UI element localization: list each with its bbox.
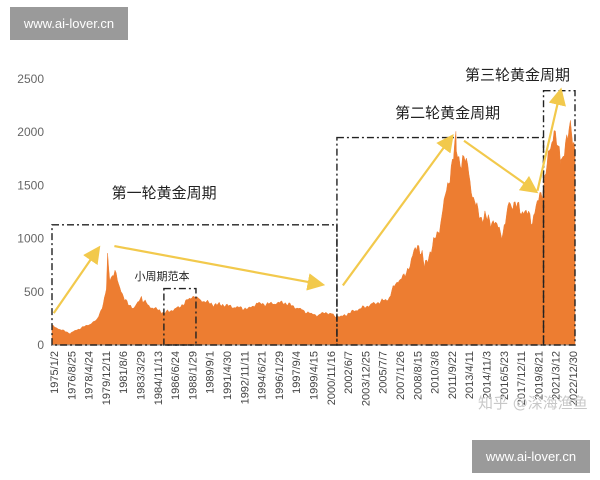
- x-tick-label: 2021/3/12: [551, 351, 563, 400]
- arrow-rise-3: [536, 87, 566, 191]
- y-tick-label: 2500: [17, 72, 44, 86]
- x-tick-label: 1986/6/24: [170, 351, 182, 400]
- x-tick-label: 1984/11/13: [153, 351, 165, 405]
- x-tick-label: 1981/8/6: [118, 351, 130, 394]
- x-tick-label: 1983/3/29: [136, 351, 148, 400]
- cycle-2-label: 第二轮黄金周期: [395, 104, 500, 122]
- x-tick-label: 2010/3/8: [430, 351, 442, 394]
- watermark-top: www.ai-lover.cn: [10, 7, 128, 40]
- x-tick-label: 2011/9/22: [447, 351, 459, 399]
- arrow-rise-1: [52, 245, 101, 314]
- x-tick-label: 1976/8/25: [66, 351, 78, 400]
- gold-price-area: [51, 120, 576, 346]
- x-tick-label: 2016/5/23: [499, 351, 511, 400]
- y-axis: 0 500 1000 1500 2000 2500: [17, 72, 44, 352]
- x-tick-label: 1978/4/24: [84, 351, 96, 400]
- x-tick-label: 2014/11/3: [482, 351, 494, 399]
- small-cycle-label: 小周期范本: [135, 269, 190, 283]
- x-tick-label: 1999/4/15: [309, 351, 321, 400]
- cycle-3-label: 第三轮黄金周期: [465, 66, 570, 84]
- x-tick-label: 2019/8/21: [533, 351, 545, 400]
- x-tick-label: 1979/12/11: [101, 351, 113, 405]
- x-tick-label: 2003/12/25: [360, 351, 372, 406]
- y-tick-label: 1500: [17, 178, 44, 192]
- x-tick-label: 1975/1/2: [49, 351, 61, 394]
- arrow-fall-1: [114, 244, 326, 291]
- x-tick-label: 2013/4/11: [464, 351, 476, 399]
- x-tick-label: 2005/7/7: [378, 351, 390, 394]
- x-tick-label: 1994/6/21: [257, 351, 269, 400]
- x-tick-label: 1997/9/4: [291, 351, 303, 394]
- x-tick-label: 2008/8/15: [412, 351, 424, 400]
- area-layer: [51, 120, 576, 346]
- y-tick-label: 500: [24, 285, 44, 299]
- y-tick-label: 0: [37, 338, 44, 352]
- cycle-1-label: 第一轮黄金周期: [112, 184, 217, 202]
- x-tick-label: 2017/12/11: [516, 351, 528, 405]
- watermark-bottom: www.ai-lover.cn: [472, 440, 590, 473]
- x-tick-label: 2000/11/16: [326, 351, 338, 405]
- y-tick-label: 2000: [17, 125, 44, 139]
- arrow-rise-2: [341, 133, 454, 287]
- y-tick-label: 1000: [17, 232, 44, 246]
- arrow-fall-2: [463, 139, 539, 194]
- x-tick-label: 2002/6/7: [343, 351, 355, 394]
- x-tick-label: 1989/9/1: [205, 351, 217, 394]
- x-tick-label: 1996/1/29: [274, 351, 286, 400]
- watermark-attribution: 知乎 @深海渔鱼: [478, 394, 588, 412]
- x-tick-label: 1991/4/30: [222, 351, 234, 400]
- x-tick-label: 1988/1/29: [187, 351, 199, 400]
- trend-arrows: [52, 87, 566, 314]
- x-axis: 1975/1/2 1976/8/25 1978/4/24 1979/12/11 1981…: [49, 351, 580, 406]
- small-cycle-box: [163, 287, 197, 346]
- x-tick-label: 1992/11/11: [239, 351, 251, 404]
- x-tick-label: 2007/1/26: [395, 351, 407, 400]
- x-tick-label: 2022/12/30: [568, 351, 580, 406]
